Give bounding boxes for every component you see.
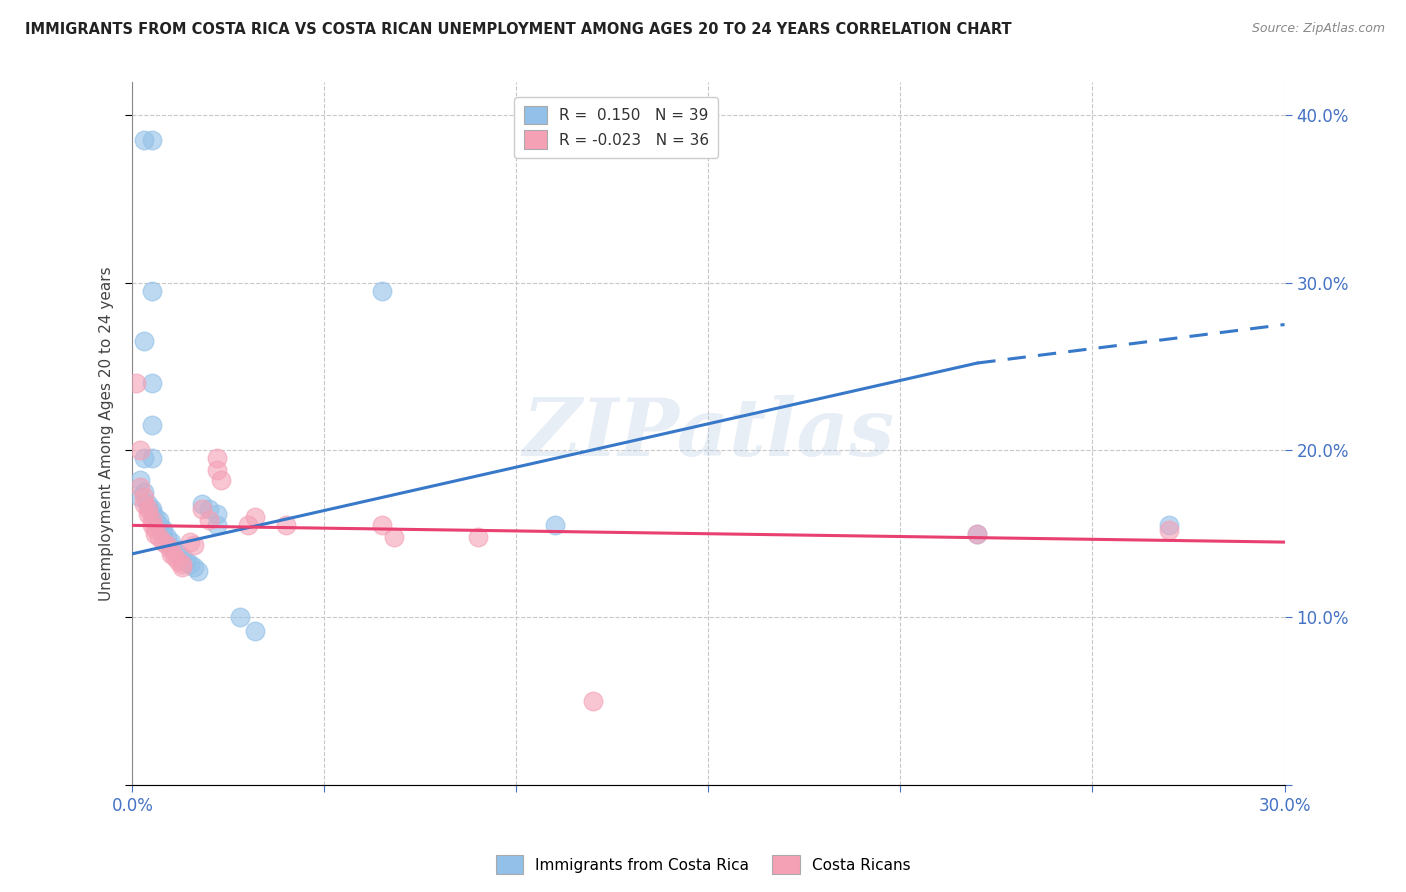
Point (132, 451, 155, 466)
Point (141, 284, 163, 298)
Point (179, 535, 201, 549)
Point (132, 484, 155, 499)
Point (141, 518, 163, 533)
Point (205, 463, 228, 477)
Point (187, 564, 209, 578)
Point (198, 513, 221, 527)
Point (156, 530, 179, 544)
Point (183, 538, 205, 552)
Point (132, 490, 155, 504)
Point (132, 133, 155, 147)
Point (141, 451, 163, 466)
Point (141, 501, 163, 516)
Point (205, 507, 228, 521)
Point (152, 535, 174, 549)
Point (159, 543, 181, 558)
Point (163, 543, 186, 558)
Point (245, 510, 267, 524)
Point (136, 501, 159, 516)
Point (174, 553, 197, 567)
Legend: Immigrants from Costa Rica, Costa Ricans: Immigrants from Costa Rica, Costa Ricans (489, 849, 917, 880)
Point (141, 376, 163, 391)
Legend: R =  0.150   N = 39, R = -0.023   N = 36: R = 0.150 N = 39, R = -0.023 N = 36 (515, 96, 718, 158)
Point (1159, 518, 1181, 533)
Point (141, 133, 163, 147)
Point (167, 553, 190, 567)
Point (148, 530, 170, 544)
Point (132, 334, 155, 349)
Point (156, 538, 179, 552)
Point (467, 530, 489, 544)
Point (159, 535, 181, 549)
Point (152, 522, 174, 536)
Point (148, 513, 170, 527)
Point (141, 513, 163, 527)
Point (159, 547, 181, 561)
Point (198, 501, 221, 516)
Text: Source: ZipAtlas.com: Source: ZipAtlas.com (1251, 22, 1385, 36)
Point (136, 507, 159, 521)
Point (141, 417, 163, 432)
Point (152, 526, 174, 541)
Point (159, 540, 181, 554)
Point (136, 497, 159, 511)
Point (966, 526, 988, 541)
Point (129, 473, 152, 487)
Point (1159, 524, 1181, 538)
Point (129, 490, 152, 504)
Point (371, 284, 394, 298)
Point (236, 518, 259, 533)
Point (274, 518, 297, 533)
Point (205, 451, 228, 466)
Point (129, 480, 152, 494)
Point (172, 550, 194, 565)
Point (190, 501, 212, 516)
Y-axis label: Unemployment Among Ages 20 to 24 years: Unemployment Among Ages 20 to 24 years (100, 266, 114, 600)
Point (141, 505, 163, 519)
Point (129, 443, 152, 458)
Point (145, 522, 167, 536)
Point (582, 694, 605, 708)
Point (125, 376, 148, 391)
Point (382, 530, 405, 544)
Point (205, 518, 228, 533)
Point (163, 550, 186, 565)
Point (145, 526, 167, 541)
Point (190, 497, 212, 511)
Point (966, 526, 988, 541)
Point (371, 518, 394, 533)
Point (167, 547, 190, 561)
Text: ZIPatlas: ZIPatlas (523, 394, 894, 472)
Point (245, 624, 267, 638)
Text: IMMIGRANTS FROM COSTA RICA VS COSTA RICAN UNEMPLOYMENT AMONG AGES 20 TO 24 YEARS: IMMIGRANTS FROM COSTA RICA VS COSTA RICA… (25, 22, 1012, 37)
Point (172, 557, 194, 571)
Point (229, 610, 252, 624)
Point (132, 497, 155, 511)
Point (183, 560, 205, 574)
Point (148, 518, 170, 533)
Point (145, 510, 167, 524)
Point (179, 557, 201, 571)
Point (172, 560, 194, 574)
Point (544, 518, 567, 533)
Point (209, 473, 232, 487)
